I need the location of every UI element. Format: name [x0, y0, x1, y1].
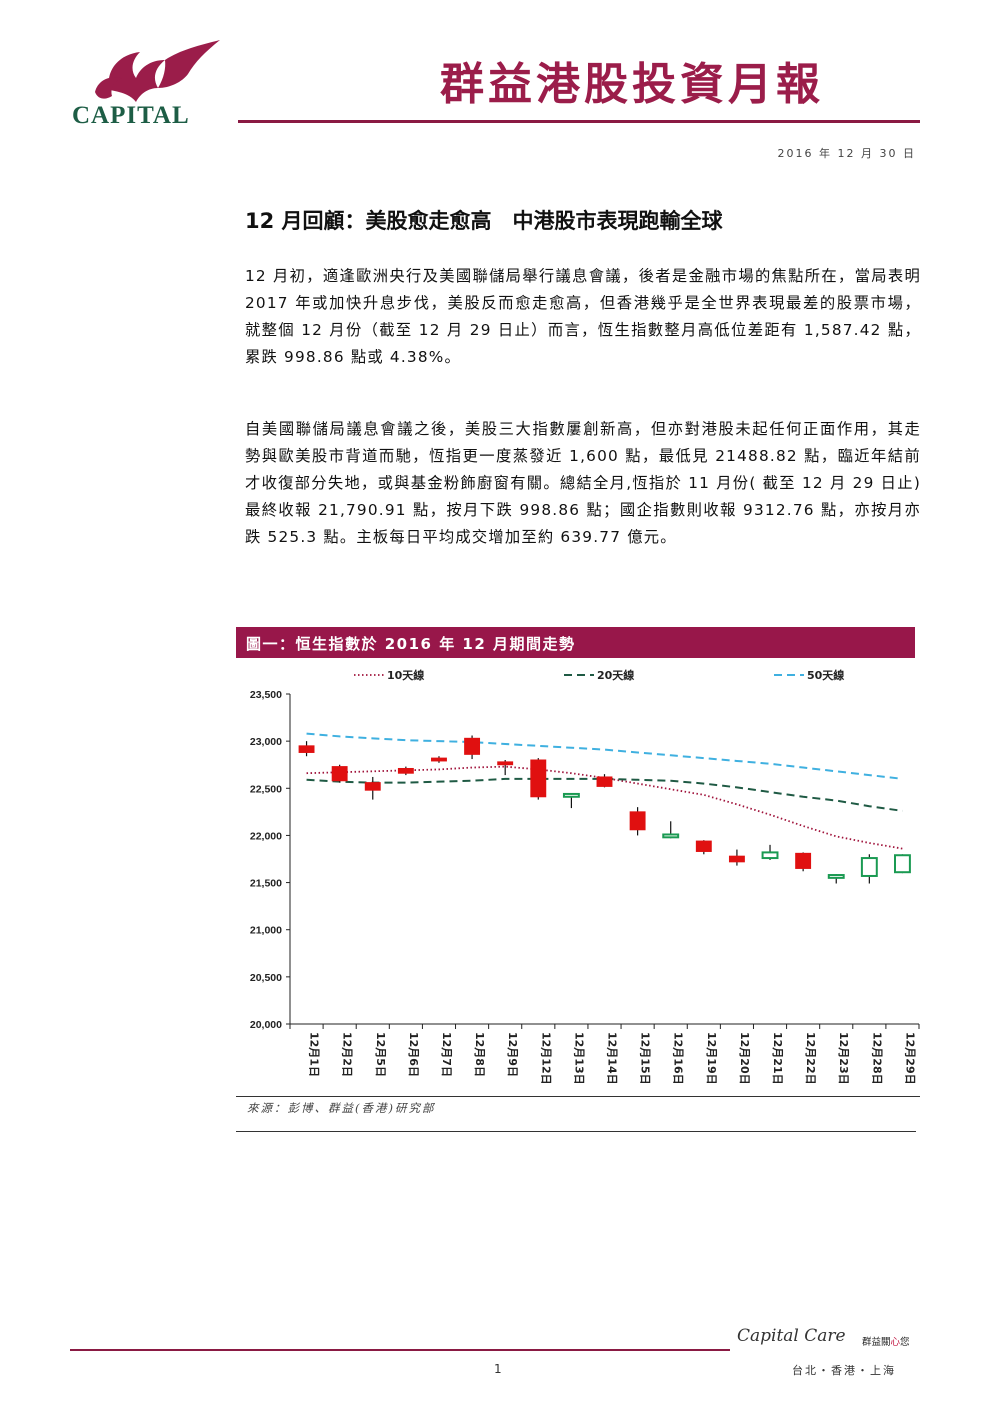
paragraph: 自美國聯儲局議息會議之後，美股三大指數屢創新高，但亦對港股未起任何正面作用，其走… [245, 420, 921, 546]
source-divider [236, 1131, 916, 1132]
x-tick-label: 12月12日 [539, 1032, 552, 1085]
legend-label: 50天線 [807, 668, 844, 682]
x-tick-label: 12月19日 [705, 1032, 718, 1085]
y-tick-label: 20,000 [250, 1019, 282, 1031]
candle-body [596, 776, 613, 787]
x-tick-label: 12月29日 [903, 1032, 916, 1085]
footer-cities: 台北・香港・上海 [792, 1364, 896, 1377]
article-headline: 12 月回顧：美股愈走愈高 中港股市表現跑輸全球 [245, 209, 723, 233]
x-tick-label: 12月23日 [837, 1032, 850, 1085]
report-date: 2016 年 12 月 30 日 [777, 147, 916, 160]
x-tick-label: 12月15日 [639, 1032, 652, 1085]
y-tick-label: 21,000 [250, 925, 282, 937]
header-divider [238, 120, 920, 123]
x-tick-label: 12月1日 [308, 1032, 321, 1077]
x-tick-label: 12月5日 [374, 1032, 387, 1077]
ma-line [306, 777, 903, 812]
page-number: 1 [494, 1362, 502, 1376]
legend-label: 20天線 [597, 668, 634, 682]
y-tick-label: 21,500 [250, 878, 282, 890]
y-tick-label: 23,000 [250, 736, 282, 748]
source-divider [236, 1096, 920, 1097]
y-tick-label: 22,000 [250, 830, 282, 842]
candle-body [464, 737, 481, 755]
x-tick-label: 12月2日 [341, 1032, 354, 1077]
tagline-part: 群益關 [862, 1337, 891, 1348]
candle-body [364, 782, 381, 791]
report-title: 群益港股投資月報 [440, 59, 824, 110]
x-tick-label: 12月6日 [407, 1032, 420, 1077]
figure-title: 圖一：恒生指數於 2016 年 12 月期間走勢 [246, 635, 576, 653]
x-tick-label: 12月28日 [870, 1032, 883, 1085]
candle-body [331, 766, 348, 782]
candle-body [893, 854, 911, 874]
candle-body [497, 761, 514, 766]
candle-body [431, 757, 447, 762]
tagline-heart: 心 [890, 1337, 901, 1348]
x-tick-label: 12月9日 [506, 1032, 519, 1077]
x-tick-label: 12月7日 [440, 1032, 453, 1077]
x-tick-label: 12月21日 [771, 1032, 784, 1085]
footer-tagline: 群益關心您 [862, 1334, 910, 1348]
x-tick-label: 12月22日 [804, 1032, 817, 1085]
y-tick-label: 23,500 [250, 689, 282, 701]
candle-body [827, 874, 845, 879]
candle-body [397, 767, 414, 774]
candle-body [562, 792, 580, 798]
ma-line [306, 732, 903, 780]
candle-body [629, 811, 646, 831]
x-tick-label: 12月16日 [672, 1032, 685, 1085]
paragraph: 12 月初，適逢歐洲央行及美國聯儲局舉行議息會議，後者是金融市場的焦點所在，當局… [245, 267, 921, 366]
x-tick-label: 12月20日 [738, 1032, 751, 1085]
x-tick-label: 12月13日 [572, 1032, 585, 1085]
candle-body [728, 855, 745, 863]
footer-brand: Capital Care [737, 1326, 846, 1346]
candle-body [530, 759, 547, 798]
logo-wordmark: CAPITAL [72, 102, 190, 129]
x-tick-label: 12月8日 [473, 1032, 486, 1077]
footer-divider [70, 1349, 730, 1351]
candle-body [662, 833, 680, 839]
hsi-candlestick-chart: 20,000 20,500 21,000 21,500 22,000 22,500 23,0… [250, 668, 920, 1085]
candle-body [860, 857, 878, 877]
x-tick-label: 12月14日 [606, 1032, 619, 1085]
candle-body [695, 840, 712, 852]
figure-source: 來源：彭博、群益(香港)研究部 [247, 1101, 436, 1115]
candle-body [298, 745, 315, 753]
tagline-part: 您 [900, 1337, 910, 1348]
capital-logo-icon [95, 40, 220, 102]
figure-title-bar [236, 627, 915, 658]
candle-body [795, 852, 812, 869]
y-tick-label: 20,500 [250, 972, 282, 984]
legend-label: 10天線 [387, 668, 424, 682]
candle-body [761, 851, 779, 860]
y-tick-label: 22,500 [250, 783, 282, 795]
